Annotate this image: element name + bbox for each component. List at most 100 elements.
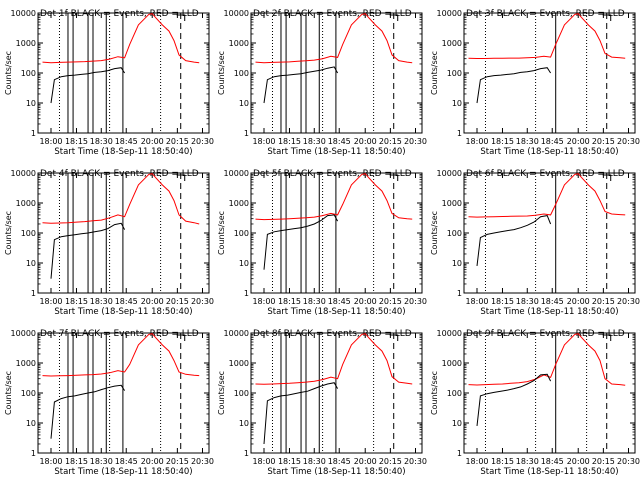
y-tick-label: 100 bbox=[21, 229, 36, 238]
x-tick-label: 18:45 bbox=[541, 457, 564, 466]
x-tick-label: 18:30 bbox=[90, 137, 113, 146]
panel-title: Det 1f BLACK = Events, RED = LLD bbox=[40, 9, 199, 19]
x-axis-label: Start Time (18-Sep-11 18:50:40) bbox=[267, 467, 405, 477]
x-tick-label: 18:15 bbox=[65, 137, 88, 146]
x-tick-label: 18:30 bbox=[90, 457, 113, 466]
x-tick-label: 18:45 bbox=[328, 297, 351, 306]
y-tick-label: 10000 bbox=[437, 329, 462, 338]
x-tick-label: 18:30 bbox=[516, 457, 539, 466]
x-tick-label: 18:30 bbox=[516, 137, 539, 146]
x-axis-label: Start Time (18-Sep-11 18:50:40) bbox=[480, 147, 618, 157]
x-tick-label: 18:00 bbox=[252, 137, 275, 146]
y-axis-label: Counts/sec bbox=[430, 51, 439, 95]
x-tick-label: 18:45 bbox=[328, 457, 351, 466]
y-axis-label: Counts/sec bbox=[4, 371, 13, 415]
series-line-lld bbox=[255, 173, 413, 221]
x-tick-label: 18:15 bbox=[65, 457, 88, 466]
panel-det-3: 1 10 100 1000 10000 18:00 18:15 18:30 18:45 20:00… bbox=[430, 9, 640, 157]
x-axis-label: Start Time (18-Sep-11 18:50:40) bbox=[480, 467, 618, 477]
series-line-lld bbox=[468, 333, 626, 386]
x-tick-label: 18:45 bbox=[541, 137, 564, 146]
x-tick-label: 20:30 bbox=[404, 137, 427, 146]
axes-box bbox=[37, 172, 210, 294]
x-tick-label: 18:30 bbox=[303, 137, 326, 146]
y-tick-label: 1 bbox=[457, 449, 462, 458]
x-tick-label: 20:00 bbox=[354, 297, 377, 306]
y-axis-label: Counts/sec bbox=[4, 51, 13, 95]
axes-box bbox=[463, 172, 636, 294]
attenuator-marker bbox=[602, 334, 612, 341]
y-tick-label: 10 bbox=[452, 419, 462, 428]
y-tick-label: 100 bbox=[234, 69, 249, 78]
x-tick-label: 20:30 bbox=[617, 457, 640, 466]
series-line-events bbox=[50, 67, 126, 104]
x-axis-label: Start Time (18-Sep-11 18:50:40) bbox=[54, 467, 192, 477]
x-tick-label: 18:15 bbox=[491, 457, 514, 466]
x-tick-label: 20:30 bbox=[191, 457, 214, 466]
x-tick-label: 18:15 bbox=[278, 297, 301, 306]
axes-box bbox=[37, 332, 210, 454]
y-tick-label: 1000 bbox=[16, 359, 36, 368]
x-tick-label: 18:45 bbox=[115, 297, 138, 306]
axes-box bbox=[250, 12, 423, 134]
y-tick-label: 100 bbox=[447, 229, 462, 238]
x-tick-label: 18:45 bbox=[115, 137, 138, 146]
y-tick-label: 100 bbox=[21, 389, 36, 398]
panel-det-8: 1 10 100 1000 10000 18:00 18:15 18:30 18:45 20:00… bbox=[217, 329, 427, 477]
series-line-events bbox=[476, 373, 552, 426]
y-tick-label: 10 bbox=[452, 259, 462, 268]
x-tick-label: 18:45 bbox=[328, 137, 351, 146]
y-tick-label: 10000 bbox=[224, 169, 249, 178]
x-tick-label: 20:15 bbox=[592, 137, 615, 146]
y-tick-label: 10000 bbox=[224, 9, 249, 18]
attenuator-marker bbox=[389, 334, 399, 341]
series-line-events bbox=[263, 66, 339, 104]
panel-det-4: 1 10 100 1000 10000 18:00 18:15 18:30 18:45 20:00… bbox=[4, 169, 214, 317]
y-tick-label: 10 bbox=[239, 259, 249, 268]
series-line-lld bbox=[42, 13, 200, 64]
y-tick-label: 10000 bbox=[437, 9, 462, 18]
y-tick-label: 1000 bbox=[229, 359, 249, 368]
y-tick-label: 1 bbox=[31, 289, 36, 298]
x-tick-label: 18:00 bbox=[252, 457, 275, 466]
x-tick-label: 20:15 bbox=[379, 137, 402, 146]
y-tick-label: 1000 bbox=[442, 39, 462, 48]
series-line-lld bbox=[255, 333, 413, 385]
attenuator-marker bbox=[389, 174, 399, 181]
y-tick-label: 1 bbox=[31, 449, 36, 458]
panel-title: Det 8f BLACK = Events, RED = LLD bbox=[253, 329, 412, 339]
panel-det-2: 1 10 100 1000 10000 18:00 18:15 18:30 18:45 20:00… bbox=[217, 9, 427, 157]
panel-title: Det 3f BLACK = Events, RED = LLD bbox=[466, 9, 625, 19]
x-axis-label: Start Time (18-Sep-11 18:50:40) bbox=[267, 147, 405, 157]
series-line-lld bbox=[42, 333, 200, 377]
y-tick-label: 10 bbox=[26, 259, 36, 268]
x-tick-label: 18:00 bbox=[465, 297, 488, 306]
panel-det-1: 1 10 100 1000 10000 18:00 18:15 18:30 18:45 20:00… bbox=[4, 9, 214, 157]
panel-det-5: 1 10 100 1000 10000 18:00 18:15 18:30 18:45 20:00… bbox=[217, 169, 427, 317]
attenuator-marker bbox=[176, 14, 186, 21]
y-tick-label: 1 bbox=[244, 129, 249, 138]
panel-title: Det 9f BLACK = Events, RED = LLD bbox=[466, 329, 625, 339]
x-tick-label: 20:30 bbox=[617, 137, 640, 146]
x-tick-label: 20:00 bbox=[141, 297, 164, 306]
series-line-lld bbox=[42, 173, 200, 225]
y-tick-label: 10 bbox=[239, 419, 249, 428]
x-tick-label: 18:00 bbox=[465, 137, 488, 146]
y-tick-label: 100 bbox=[447, 389, 462, 398]
x-tick-label: 20:30 bbox=[191, 297, 214, 306]
y-tick-label: 10 bbox=[452, 99, 462, 108]
x-tick-label: 20:00 bbox=[354, 137, 377, 146]
x-tick-label: 20:15 bbox=[592, 297, 615, 306]
x-tick-label: 18:15 bbox=[65, 297, 88, 306]
axes-box bbox=[37, 12, 210, 134]
x-axis-label: Start Time (18-Sep-11 18:50:40) bbox=[480, 307, 618, 317]
y-tick-label: 1000 bbox=[16, 199, 36, 208]
y-tick-label: 1000 bbox=[229, 39, 249, 48]
x-tick-label: 20:15 bbox=[166, 457, 189, 466]
x-tick-label: 18:30 bbox=[303, 457, 326, 466]
y-tick-label: 10000 bbox=[437, 169, 462, 178]
y-axis-label: Counts/sec bbox=[217, 51, 226, 95]
y-tick-label: 1 bbox=[457, 129, 462, 138]
series-line-lld bbox=[255, 13, 413, 64]
